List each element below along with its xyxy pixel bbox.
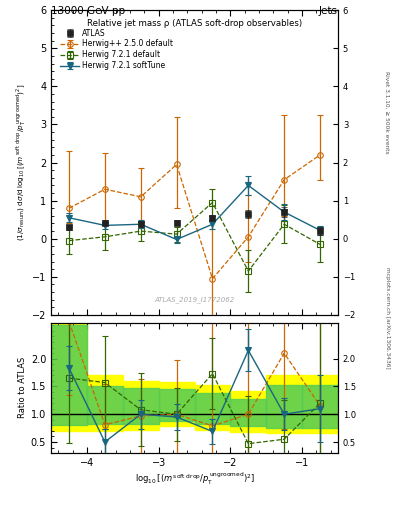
Text: Rivet 3.1.10, ≥ 500k events: Rivet 3.1.10, ≥ 500k events <box>385 71 389 154</box>
Text: 13000 GeV pp: 13000 GeV pp <box>51 6 125 16</box>
Y-axis label: Ratio to ATLAS: Ratio to ATLAS <box>18 357 27 418</box>
Text: Jets: Jets <box>319 6 338 16</box>
Y-axis label: $(1/\sigma_\mathrm{resum})\ \mathrm{d}\sigma/\mathrm{d}\,\log_{10}[(m^{\,\mathrm: $(1/\sigma_\mathrm{resum})\ \mathrm{d}\s… <box>14 84 28 241</box>
Text: Relative jet mass ρ (ATLAS soft-drop observables): Relative jet mass ρ (ATLAS soft-drop obs… <box>87 19 302 28</box>
X-axis label: $\log_{10}[(m^{\,\mathrm{soft\ drop}}/p_\mathrm{T}^{\,\mathrm{ungroomed}})^2]$: $\log_{10}[(m^{\,\mathrm{soft\ drop}}/p_… <box>134 471 255 487</box>
Text: ATLAS_2019_I1772062: ATLAS_2019_I1772062 <box>154 296 235 303</box>
Text: mcplots.cern.ch [arXiv:1306.3436]: mcplots.cern.ch [arXiv:1306.3436] <box>385 267 389 368</box>
Legend: ATLAS, Herwig++ 2.5.0 default, Herwig 7.2.1 default, Herwig 7.2.1 softTune: ATLAS, Herwig++ 2.5.0 default, Herwig 7.… <box>58 26 176 73</box>
